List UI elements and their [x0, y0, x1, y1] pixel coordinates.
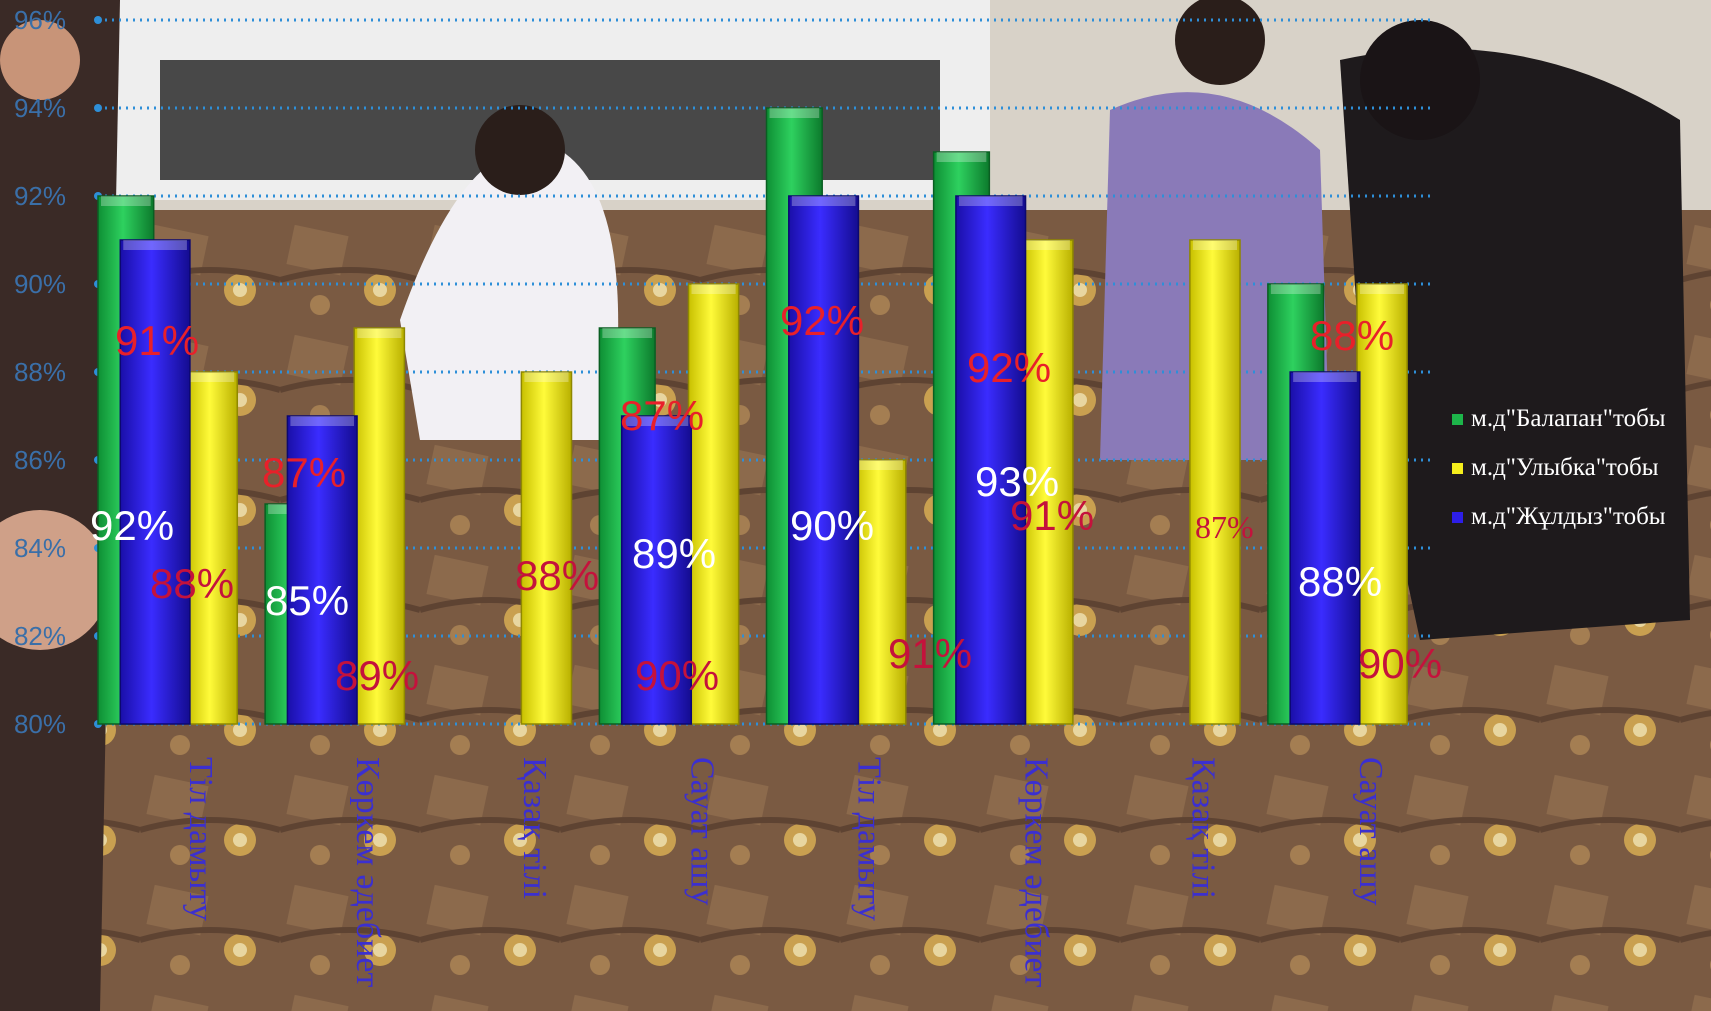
bar-blue — [1289, 371, 1361, 725]
bar-highlight — [1360, 284, 1405, 294]
bar-highlight — [602, 328, 653, 338]
x-tick-label: Сауат ашу — [683, 757, 720, 905]
x-tick-label: Сауат ашу — [1352, 757, 1389, 905]
data-label: 87% — [1195, 509, 1254, 545]
x-tick-label: Қазақ тілі — [516, 757, 553, 899]
bar-yellow — [186, 371, 239, 725]
data-label: 91% — [1010, 492, 1094, 539]
y-axis-ticks: 80% 82% 84% 86% 88% 90% 92% 94% 96% — [14, 5, 66, 739]
bar-blue — [620, 415, 693, 725]
bars — [97, 107, 1408, 725]
bar-highlight — [123, 240, 187, 250]
bar-yellow — [353, 327, 406, 725]
bar-highlight — [1025, 240, 1070, 250]
x-axis-ticks: Тіл дамыту Көркем әдебиет Қазақ тілі Сауат … — [182, 757, 1389, 988]
bar-yellow — [1189, 239, 1241, 725]
data-label: 87% — [620, 392, 704, 439]
bar-blue — [119, 239, 191, 725]
x-tick-label: Тіл дамыту — [182, 757, 219, 921]
legend: м.д"Балапан"тобы м.д"Улыбка"тобы м.д"Жұл… — [1452, 405, 1711, 552]
bar-highlight — [1293, 372, 1357, 382]
bar-highlight — [101, 196, 151, 206]
y-tick-mark — [94, 16, 102, 24]
data-label: 88% — [1298, 558, 1382, 605]
bar-highlight — [936, 152, 987, 162]
data-label: 87% — [262, 449, 346, 496]
bar-blue — [788, 195, 860, 725]
bar-yellow — [687, 283, 740, 725]
legend-item-balapan: м.д"Балапан"тобы — [1452, 405, 1711, 433]
bar-blue — [286, 415, 358, 725]
data-label: 92% — [780, 297, 864, 344]
y-tick-label: 82% — [14, 621, 66, 651]
bar-highlight — [190, 372, 235, 382]
data-label: 90% — [790, 502, 874, 549]
data-label: 88% — [515, 552, 599, 599]
bar-highlight — [1192, 240, 1238, 250]
legend-swatch-green — [1452, 413, 1463, 425]
data-label: 89% — [335, 652, 419, 699]
bar-highlight — [357, 328, 402, 338]
bar-highlight — [691, 284, 736, 294]
bar-highlight — [958, 196, 1023, 206]
x-tick-label: Тіл дамыту — [850, 757, 887, 921]
y-tick-label: 92% — [14, 181, 66, 211]
bar-highlight — [791, 196, 856, 206]
legend-swatch-blue — [1452, 511, 1463, 523]
data-label: 93% — [975, 458, 1059, 505]
y-tick-label: 88% — [14, 357, 66, 387]
legend-swatch-yellow — [1452, 462, 1463, 474]
x-tick-label: Көркем әдебиет — [349, 757, 386, 988]
data-label: 89% — [632, 530, 716, 577]
y-tick-mark — [94, 104, 102, 112]
legend-label: м.д"Балапан"тобы — [1471, 405, 1666, 432]
data-label: 90% — [1358, 640, 1442, 687]
bar-highlight — [624, 416, 689, 426]
y-tick-label: 86% — [14, 445, 66, 475]
bar-highlight — [290, 416, 355, 426]
y-tick-label: 90% — [14, 269, 66, 299]
y-tick-label: 96% — [14, 5, 66, 35]
data-labels: 92% 85% 89% 90% 93% 88% 88% 89% 88% 90% 91% 91% 87% 9… — [90, 297, 1442, 699]
bar-blue — [955, 195, 1027, 725]
legend-label: м.д"Жұлдыз"тобы — [1471, 503, 1666, 530]
data-label: 91% — [115, 317, 199, 364]
bar-yellow — [1356, 283, 1408, 725]
bar-yellow — [854, 459, 907, 725]
data-label: 90% — [635, 652, 719, 699]
data-label: 88% — [150, 560, 234, 607]
y-tick-label: 80% — [14, 709, 66, 739]
legend-item-zhuldyz: м.д"Жұлдыз"тобы — [1452, 503, 1711, 531]
bar-yellow — [520, 371, 573, 725]
bar-highlight — [858, 460, 903, 470]
bar-yellow — [1022, 239, 1074, 725]
y-tick-label: 94% — [14, 93, 66, 123]
x-tick-label: Көркем әдебиет — [1018, 757, 1055, 988]
y-tick-label: 84% — [14, 533, 66, 563]
x-tick-label: Қазақ тілі — [1185, 757, 1222, 899]
data-label: 92% — [967, 344, 1051, 391]
bar-highlight — [524, 372, 569, 382]
bar-highlight — [769, 108, 820, 118]
data-label: 88% — [1310, 312, 1394, 359]
data-label: 91% — [888, 630, 972, 677]
data-label: 85% — [265, 577, 349, 624]
legend-label: м.д"Улыбка"тобы — [1471, 454, 1659, 481]
data-label: 92% — [90, 502, 174, 549]
bar-highlight — [1270, 284, 1321, 294]
legend-item-ulybka: м.д"Улыбка"тобы — [1452, 454, 1711, 482]
